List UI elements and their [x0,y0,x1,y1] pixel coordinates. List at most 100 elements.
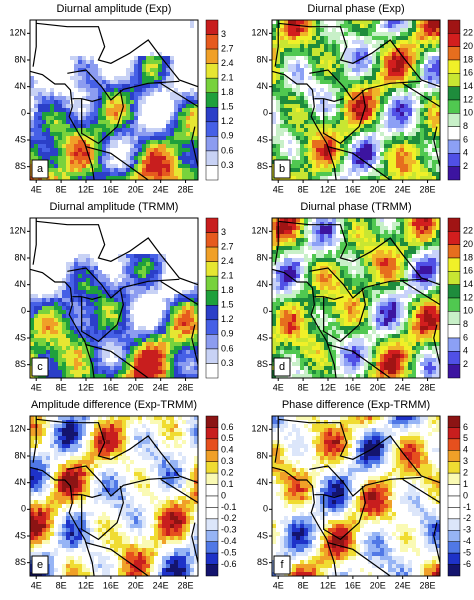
map-cell [174,48,178,52]
map-cell [126,278,130,282]
map-cell [186,20,190,24]
map-cell [280,40,284,44]
map-cell [416,164,420,168]
map-cell [114,338,118,342]
map-cell [376,92,380,96]
map-cell [336,132,340,136]
map-cell [130,342,134,346]
map-cell [130,68,134,72]
map-cell [312,136,316,140]
map-cell [368,124,372,128]
map-cell [158,160,162,164]
map-cell [166,32,170,36]
map-cell [106,172,110,176]
map-cell [162,250,166,254]
map-cell [30,274,34,278]
map-cell [296,100,300,104]
map-cell [118,48,122,52]
map-cell [146,116,150,120]
map-cell [178,64,182,68]
map-cell [420,24,424,28]
map-cell [134,254,138,258]
map-cell [158,148,162,152]
map-cell [146,44,150,48]
map-cell [134,322,138,326]
map-cell [142,136,146,140]
map-cell [86,80,90,84]
map-cell [186,128,190,132]
map-cell [412,76,416,80]
map-cell [186,282,190,286]
map-cell [118,338,122,342]
map-cell [82,318,86,322]
map-cell [98,92,102,96]
map-cell [412,60,416,64]
map-cell [162,350,166,354]
map-cell [114,342,118,346]
map-cell [388,104,392,108]
map-cell [66,100,70,104]
map-cell [158,88,162,92]
map-cell [170,354,174,358]
map-cell [360,24,364,28]
map-cell [66,60,70,64]
lat-label: 0 [21,108,26,118]
map-cell [50,246,54,250]
map-cell [114,282,118,286]
map-cell [190,32,194,36]
map-cell [66,176,70,180]
map-cell [50,250,54,254]
map-cell [396,120,400,124]
map-cell [98,68,102,72]
map-cell [78,282,82,286]
map-cell [170,226,174,230]
map-cell [38,254,42,258]
map-cell [90,44,94,48]
map-cell [284,108,288,112]
map-cell [122,20,126,24]
map-cell [154,302,158,306]
map-cell [272,36,276,40]
map-cell [190,164,194,168]
map-cell [134,52,138,56]
map-cell [174,226,178,230]
map-cell [404,36,408,40]
map-cell [432,108,436,112]
map-cell [388,76,392,80]
map-cell [138,342,142,346]
map-cell [432,168,436,172]
map-cell [396,64,400,68]
map-cell [46,116,50,120]
map-cell [320,20,324,24]
map-cell [182,72,186,76]
map-cell [162,144,166,148]
map-cell [138,258,142,262]
map-cell [380,52,384,56]
map-cell [194,100,198,104]
map-cell [138,160,142,164]
map-cell [174,44,178,48]
map-cell [292,52,296,56]
map-cell [154,140,158,144]
map-cell [284,44,288,48]
map-cell [110,242,114,246]
map-cell [150,218,154,222]
map-cell [38,306,42,310]
map-cell [170,254,174,258]
map-cell [42,120,46,124]
map-cell [300,20,304,24]
map-cell [194,176,198,180]
map-cell [130,92,134,96]
map-cell [182,92,186,96]
map-cell [308,120,312,124]
map-cell [46,72,50,76]
map-cell [106,314,110,318]
map-cell [62,100,66,104]
map-cell [46,64,50,68]
map-cell [62,60,66,64]
map-cell [388,152,392,156]
map-cell [86,246,90,250]
map-cell [74,136,78,140]
map-cell [58,100,62,104]
colorbar-label: 12 [463,94,473,104]
